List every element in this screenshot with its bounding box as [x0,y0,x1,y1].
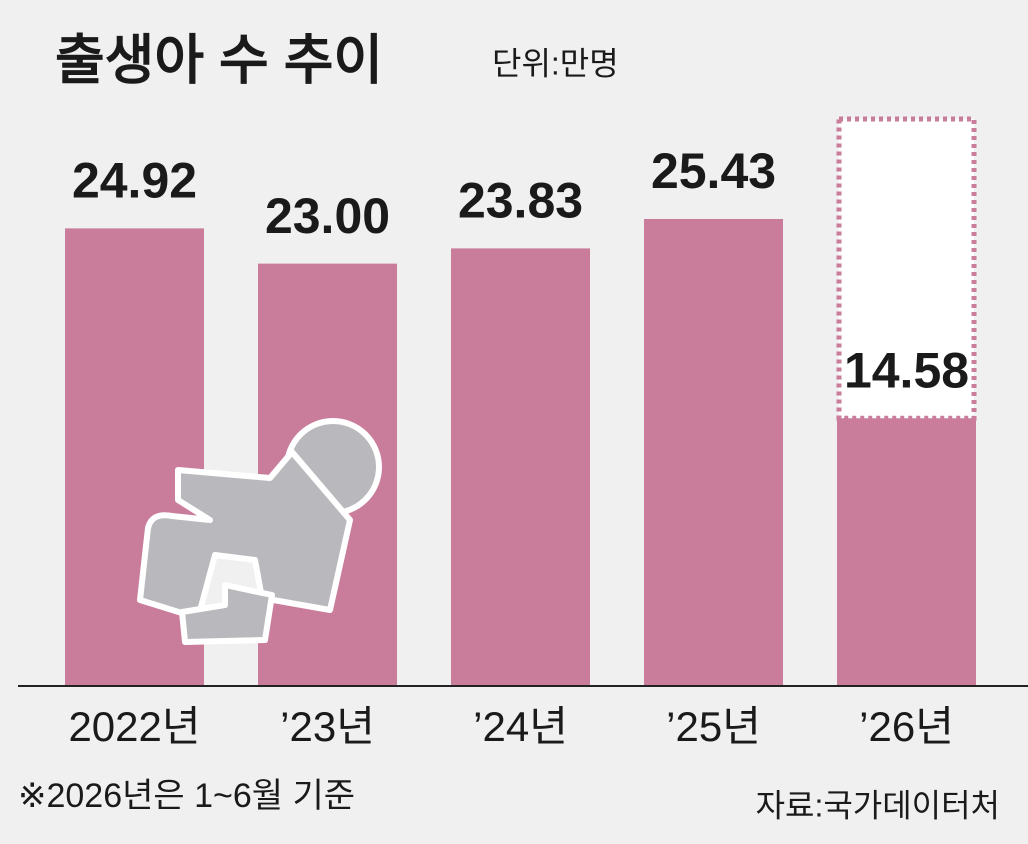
x-tick-label: ’26년 [859,703,954,750]
bar [451,248,590,686]
chart-subtitle: 단위:만명 [492,45,619,81]
baby-leg [179,582,275,645]
value-label: 23.83 [458,173,583,229]
x-tick-label: ’23년 [280,703,375,750]
value-label: 14.58 [844,342,969,398]
bar [837,418,976,686]
x-tick-label: ’24년 [473,703,568,750]
footnote: ※2026년은 1~6월 기준 [18,777,355,815]
value-label: 24.92 [72,153,197,209]
projection-box [836,116,977,421]
value-label: 23.00 [265,188,390,244]
x-tick-label: ’25년 [666,703,761,750]
baby-body [137,449,353,621]
bar [644,219,783,686]
source: 자료:국가데이터처 [756,787,1000,823]
chart-title: 출생아 수 추이 [55,30,383,90]
value-label: 25.43 [651,143,776,199]
baby-icon [137,418,382,645]
x-tick-label: 2022년 [68,703,200,750]
